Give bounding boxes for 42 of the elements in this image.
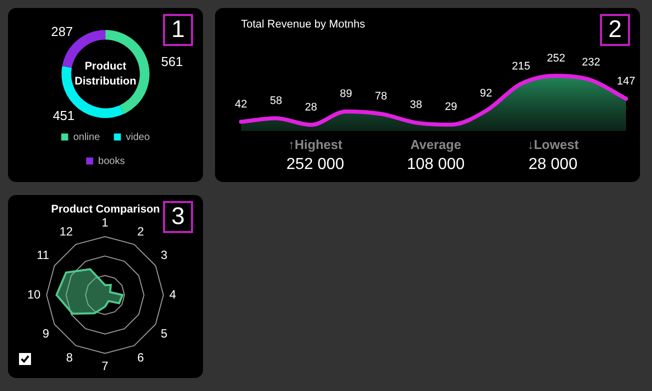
text: 28 000 bbox=[528, 156, 578, 174]
spoke-label: 4 bbox=[169, 287, 176, 302]
spoke-label: 6 bbox=[137, 350, 144, 364]
spoke-label: 5 bbox=[160, 326, 168, 341]
spoke-label: 10 bbox=[27, 287, 41, 302]
spoke-label: 1 bbox=[102, 216, 109, 230]
spoke-label: 12 bbox=[59, 224, 74, 238]
spoke-label: 11 bbox=[36, 248, 50, 262]
spoke-label: 3 bbox=[160, 248, 168, 262]
data-label: 89 bbox=[340, 88, 352, 100]
legend-label: books bbox=[98, 156, 125, 167]
spoke-label: 9 bbox=[42, 326, 50, 341]
text: 1 bbox=[163, 14, 193, 46]
text: Product Distribution bbox=[74, 60, 137, 88]
spoke-label: 7 bbox=[102, 358, 109, 373]
legend-label: video bbox=[126, 132, 150, 143]
data-label: 42 bbox=[234, 98, 248, 110]
chart-title: Total Revenue by Motnhs bbox=[241, 18, 366, 31]
text: 2 bbox=[600, 14, 630, 46]
text: Average bbox=[409, 137, 462, 152]
data-label: 58 bbox=[270, 94, 282, 107]
data-label: 28 bbox=[304, 101, 318, 114]
text: 3 bbox=[163, 201, 193, 233]
text: 108 000 bbox=[406, 156, 465, 174]
data-label: 451 bbox=[52, 108, 75, 124]
chart-title: Product Comparison bbox=[51, 204, 160, 216]
data-label: 215 bbox=[512, 60, 530, 72]
data-label: 287 bbox=[51, 24, 73, 40]
data-label: 252 bbox=[546, 52, 566, 64]
text: 252 000 bbox=[286, 156, 344, 174]
text: ↑Highest bbox=[287, 137, 344, 152]
data-label: 38 bbox=[410, 99, 422, 112]
text: ↓Lowest bbox=[527, 137, 579, 152]
data-label: 232 bbox=[582, 56, 600, 69]
data-label: 78 bbox=[374, 90, 388, 102]
data-label: 92 bbox=[480, 87, 492, 100]
spoke-label: 8 bbox=[66, 350, 74, 364]
data-label: 147 bbox=[616, 75, 636, 88]
legend-label: online bbox=[73, 132, 100, 143]
data-label: 29 bbox=[444, 101, 458, 114]
spoke-label: 2 bbox=[137, 224, 144, 238]
data-label: 561 bbox=[161, 54, 183, 70]
